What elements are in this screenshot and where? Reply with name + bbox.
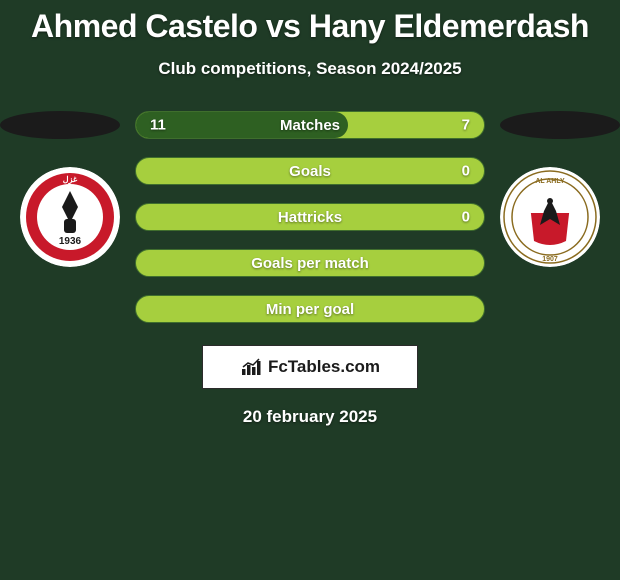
left-club-badge-svg: 1936 غزل [20, 167, 120, 267]
stat-label: Goals per match [251, 255, 369, 272]
page-title: Ahmed Castelo vs Hany Eldemerdash [0, 0, 620, 45]
stat-label: Min per goal [266, 301, 354, 318]
stat-value-right: 0 [462, 163, 470, 180]
svg-text:1936: 1936 [59, 236, 82, 247]
stat-value-right: 7 [462, 117, 470, 134]
stat-row-hattricks: Hattricks 0 [135, 203, 485, 231]
stat-row-goals: Goals 0 [135, 157, 485, 185]
left-player-ellipse [0, 111, 120, 139]
stat-row-min-per-goal: Min per goal [135, 295, 485, 323]
right-club-badge: AL AHLY 1907 [500, 167, 600, 267]
date-line: 20 february 2025 [0, 407, 620, 427]
svg-text:AL AHLY: AL AHLY [535, 178, 565, 185]
brand-text: FcTables.com [268, 357, 380, 377]
subtitle: Club competitions, Season 2024/2025 [0, 59, 620, 79]
stat-rows: 11 Matches 7 Goals 0 Hattricks 0 Goals p… [135, 111, 485, 323]
stat-value-right: 0 [462, 209, 470, 226]
svg-text:1907: 1907 [542, 256, 558, 263]
stat-row-matches: 11 Matches 7 [135, 111, 485, 139]
stat-value-left: 11 [150, 117, 166, 134]
stat-label: Hattricks [278, 209, 342, 226]
right-player-ellipse [500, 111, 620, 139]
svg-text:غزل: غزل [63, 175, 78, 185]
stat-row-goals-per-match: Goals per match [135, 249, 485, 277]
chart-icon [240, 357, 264, 377]
stat-label: Matches [280, 117, 340, 134]
brand-box: FcTables.com [202, 345, 418, 389]
right-club-badge-svg: AL AHLY 1907 [500, 167, 600, 267]
left-club-badge: 1936 غزل [20, 167, 120, 267]
comparison-section: 1936 غزل AL AHLY 1907 11 Matches 7 Goa [0, 111, 620, 427]
stat-label: Goals [289, 163, 331, 180]
